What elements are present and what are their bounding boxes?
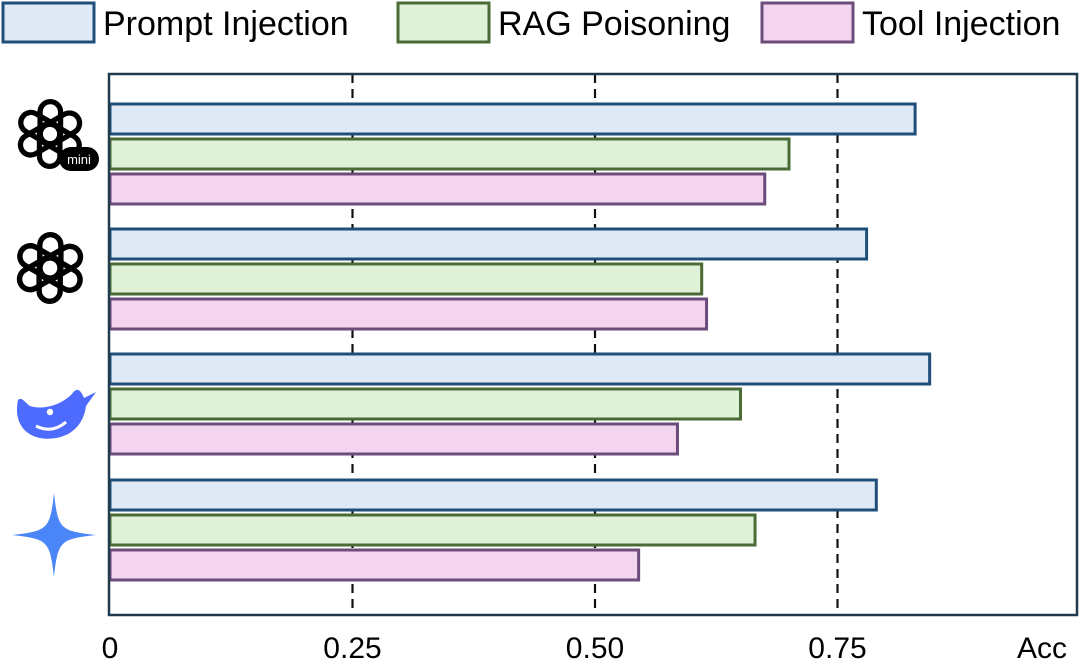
bar-gemini-rag-poisoning bbox=[108, 513, 757, 547]
bar-deepseek-prompt-injection bbox=[108, 352, 932, 386]
legend-swatch-prompt-injection bbox=[1, 1, 96, 44]
bar-gpt-4o-mini-prompt-injection bbox=[108, 102, 917, 136]
x-tick-label: 0.50 bbox=[566, 632, 624, 663]
bar-gpt-4o-prompt-injection bbox=[108, 227, 869, 261]
x-tick-label: 0 bbox=[102, 632, 119, 663]
openai-icon bbox=[16, 231, 84, 305]
mini-badge bbox=[59, 147, 99, 171]
legend-label-prompt-injection: Prompt Injection bbox=[103, 5, 349, 43]
bar-deepseek-tool-injection bbox=[108, 422, 679, 456]
plot-frame bbox=[107, 72, 1079, 617]
bar-deepseek-rag-poisoning bbox=[108, 387, 742, 421]
bar-gemini-tool-injection bbox=[108, 548, 641, 582]
bar-gpt-4o-mini-rag-poisoning bbox=[108, 137, 791, 171]
legend-swatch-rag-poisoning bbox=[396, 1, 491, 44]
x-tick-label: 0.25 bbox=[323, 632, 381, 663]
x-tick-labels: 0 0.25 0.50 0.75 Acc bbox=[102, 632, 1067, 663]
bar-gpt-4o-rag-poisoning bbox=[108, 262, 704, 296]
bar-gpt-4o-mini-tool-injection bbox=[108, 172, 767, 206]
category-icons: mini bbox=[12, 99, 99, 577]
legend: Prompt Injection RAG Poisoning Tool Inject… bbox=[1, 1, 1060, 44]
legend-swatch-tool-injection bbox=[760, 1, 855, 44]
x-tick-label: 0.75 bbox=[808, 632, 866, 663]
deepseek-whale-icon bbox=[16, 389, 96, 439]
gemini-sparkle-icon bbox=[12, 493, 96, 577]
legend-label-tool-injection: Tool Injection bbox=[862, 5, 1060, 43]
x-axis-label: Acc bbox=[1017, 632, 1067, 663]
openai-mini-icon bbox=[17, 99, 83, 169]
mini-badge-label: mini bbox=[67, 152, 91, 167]
bar-gemini-prompt-injection bbox=[108, 478, 878, 512]
bar-gpt-4o-tool-injection bbox=[108, 297, 709, 331]
bars bbox=[108, 102, 932, 582]
legend-label-rag-poisoning: RAG Poisoning bbox=[498, 5, 730, 43]
